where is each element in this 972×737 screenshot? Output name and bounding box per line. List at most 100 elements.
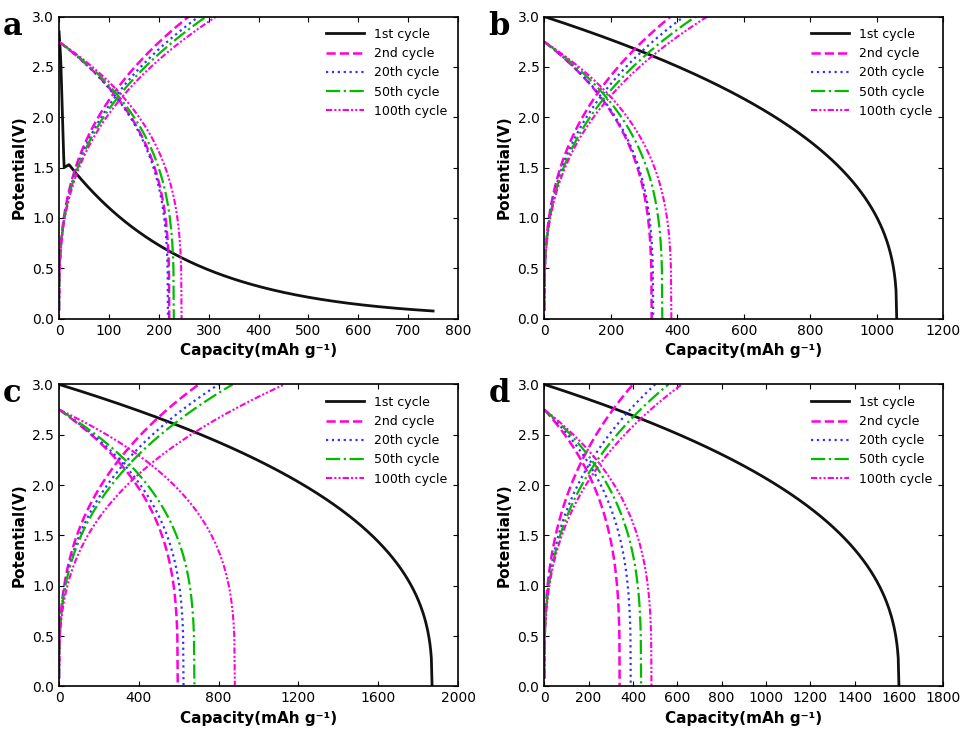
2nd cycle: [630, 44, 642, 53]
50th cycle: [690, 13, 702, 21]
Line: 1st cycle: 1st cycle: [59, 32, 434, 311]
50th cycle: [663, 380, 675, 389]
1st cycle: [708, 79, 719, 88]
50th cycle: [599, 94, 610, 102]
100th cycle: [702, 13, 713, 21]
20th cycle: [105, 475, 117, 484]
1st cycle: [748, 100, 760, 109]
2nd cycle: [618, 56, 630, 65]
20th cycle: [538, 306, 550, 315]
1st cycle: [270, 286, 282, 295]
50th cycle: [53, 306, 65, 315]
50th cycle: [588, 108, 600, 116]
50th cycle: [71, 166, 83, 175]
100th cycle: [538, 306, 550, 315]
20th cycle: [619, 411, 631, 420]
100th cycle: [81, 534, 92, 542]
100th cycle: [166, 44, 178, 53]
Line: 2nd cycle: 2nd cycle: [59, 17, 189, 310]
20th cycle: [168, 412, 180, 421]
100th cycle: [72, 166, 84, 175]
2nd cycle: [69, 166, 81, 175]
20th cycle: [155, 43, 166, 52]
1st cycle: [891, 314, 903, 323]
50th cycle: [634, 56, 645, 65]
50th cycle: [179, 412, 191, 421]
50th cycle: [122, 461, 133, 470]
20th cycle: [99, 108, 111, 116]
20th cycle: [649, 380, 661, 389]
2nd cycle: [665, 13, 677, 21]
1st cycle: [538, 380, 550, 389]
1st cycle: [707, 446, 718, 455]
2nd cycle: [568, 475, 579, 484]
50th cycle: [557, 166, 569, 175]
Line: 50th cycle: 50th cycle: [544, 385, 669, 679]
2nd cycle: [141, 424, 153, 433]
20th cycle: [594, 94, 606, 102]
50th cycle: [74, 534, 86, 542]
Y-axis label: Potential(V): Potential(V): [12, 483, 26, 587]
2nd cycle: [183, 13, 194, 21]
100th cycle: [126, 475, 138, 484]
20th cycle: [192, 13, 204, 21]
Line: 100th cycle: 100th cycle: [544, 17, 708, 310]
Line: 100th cycle: 100th cycle: [59, 17, 216, 310]
Line: 20th cycle: 20th cycle: [59, 385, 219, 679]
20th cycle: [582, 461, 594, 470]
1st cycle: [359, 525, 370, 534]
1st cycle: [885, 609, 896, 618]
Line: 1st cycle: 1st cycle: [59, 385, 433, 686]
X-axis label: Capacity(mAh g⁻¹): Capacity(mAh g⁻¹): [180, 343, 337, 358]
100th cycle: [167, 43, 179, 52]
50th cycle: [629, 411, 641, 420]
2nd cycle: [554, 166, 566, 175]
20th cycle: [584, 108, 596, 116]
2nd cycle: [155, 411, 166, 420]
Line: 20th cycle: 20th cycle: [544, 385, 655, 679]
2nd cycle: [53, 306, 65, 315]
Line: 1st cycle: 1st cycle: [544, 17, 897, 318]
20th cycle: [73, 534, 85, 542]
100th cycle: [216, 412, 227, 421]
20th cycle: [640, 44, 651, 53]
100th cycle: [104, 108, 116, 116]
Line: 100th cycle: 100th cycle: [544, 385, 681, 679]
1st cycle: [280, 288, 292, 297]
1st cycle: [827, 157, 839, 166]
2nd cycle: [148, 43, 159, 52]
1st cycle: [730, 458, 742, 467]
Line: 20th cycle: 20th cycle: [59, 17, 198, 310]
1st cycle: [829, 525, 841, 534]
50th cycle: [616, 424, 628, 433]
50th cycle: [226, 380, 238, 389]
2nd cycle: [109, 461, 121, 470]
Line: 1st cycle: 1st cycle: [544, 385, 899, 686]
1st cycle: [428, 307, 439, 315]
50th cycle: [101, 108, 113, 116]
100th cycle: [53, 674, 65, 683]
100th cycle: [195, 424, 207, 433]
2nd cycle: [579, 108, 591, 116]
2nd cycle: [594, 424, 606, 433]
1st cycle: [53, 380, 65, 389]
1st cycle: [375, 302, 387, 311]
20th cycle: [53, 674, 65, 683]
20th cycle: [626, 56, 638, 65]
1st cycle: [337, 298, 349, 307]
X-axis label: Capacity(mAh g⁻¹): Capacity(mAh g⁻¹): [180, 711, 337, 726]
Text: d: d: [489, 378, 509, 409]
20th cycle: [213, 380, 225, 389]
20th cycle: [618, 412, 630, 421]
50th cycle: [200, 13, 212, 21]
Text: b: b: [489, 10, 509, 41]
20th cycle: [109, 94, 121, 102]
1st cycle: [232, 447, 244, 455]
2nd cycle: [95, 108, 107, 116]
Y-axis label: Potential(V): Potential(V): [497, 116, 512, 220]
1st cycle: [292, 291, 303, 300]
50th cycle: [112, 94, 123, 102]
2nd cycle: [603, 412, 614, 421]
100th cycle: [657, 43, 669, 52]
1st cycle: [255, 458, 266, 467]
